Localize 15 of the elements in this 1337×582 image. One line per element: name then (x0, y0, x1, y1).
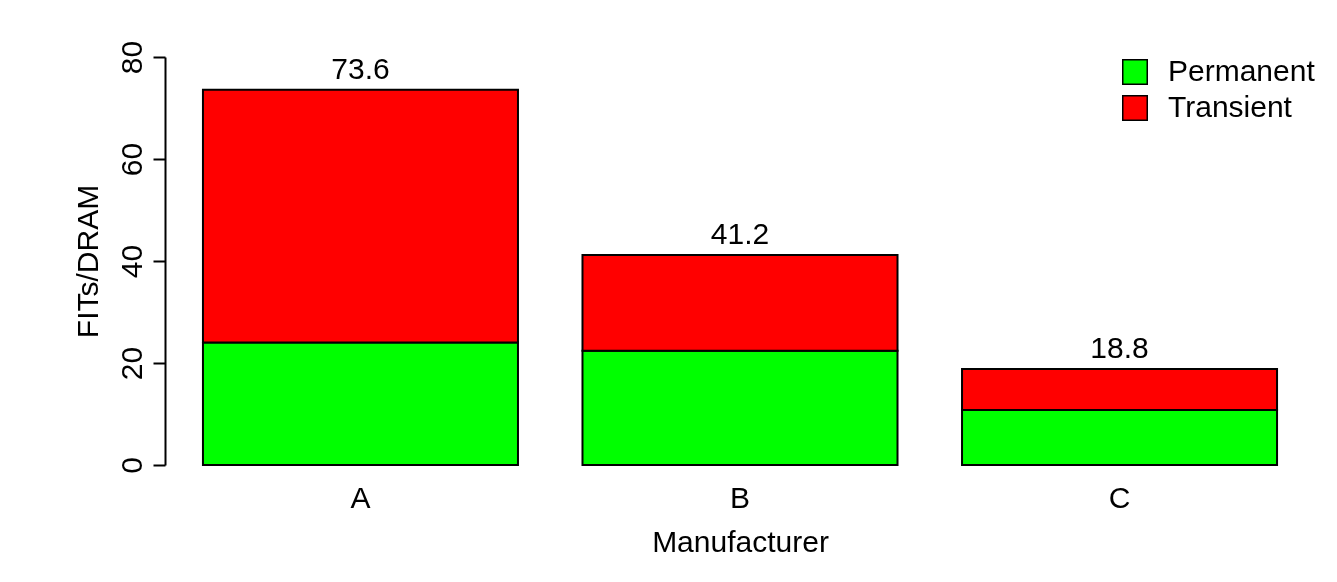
y-tick-label: 60 (114, 142, 148, 177)
x-tick-label: C (1108, 480, 1131, 514)
y-tick-label: 0 (114, 457, 148, 474)
legend-label: Transient (1168, 90, 1293, 123)
total-label: 73.6 (331, 51, 390, 85)
legend-label: Permanent (1168, 54, 1316, 87)
y-tick-label: 40 (114, 244, 148, 279)
x-tick-label: B (729, 480, 751, 514)
y-axis-title: FITs/DRAM (70, 184, 104, 339)
y-tick-label: 80 (114, 40, 148, 75)
y-tick-label: 20 (114, 346, 148, 381)
total-label: 41.2 (710, 216, 770, 250)
x-tick-label: A (350, 480, 371, 514)
x-axis-title: Manufacturer (652, 524, 829, 558)
total-label: 18.8 (1090, 331, 1149, 365)
